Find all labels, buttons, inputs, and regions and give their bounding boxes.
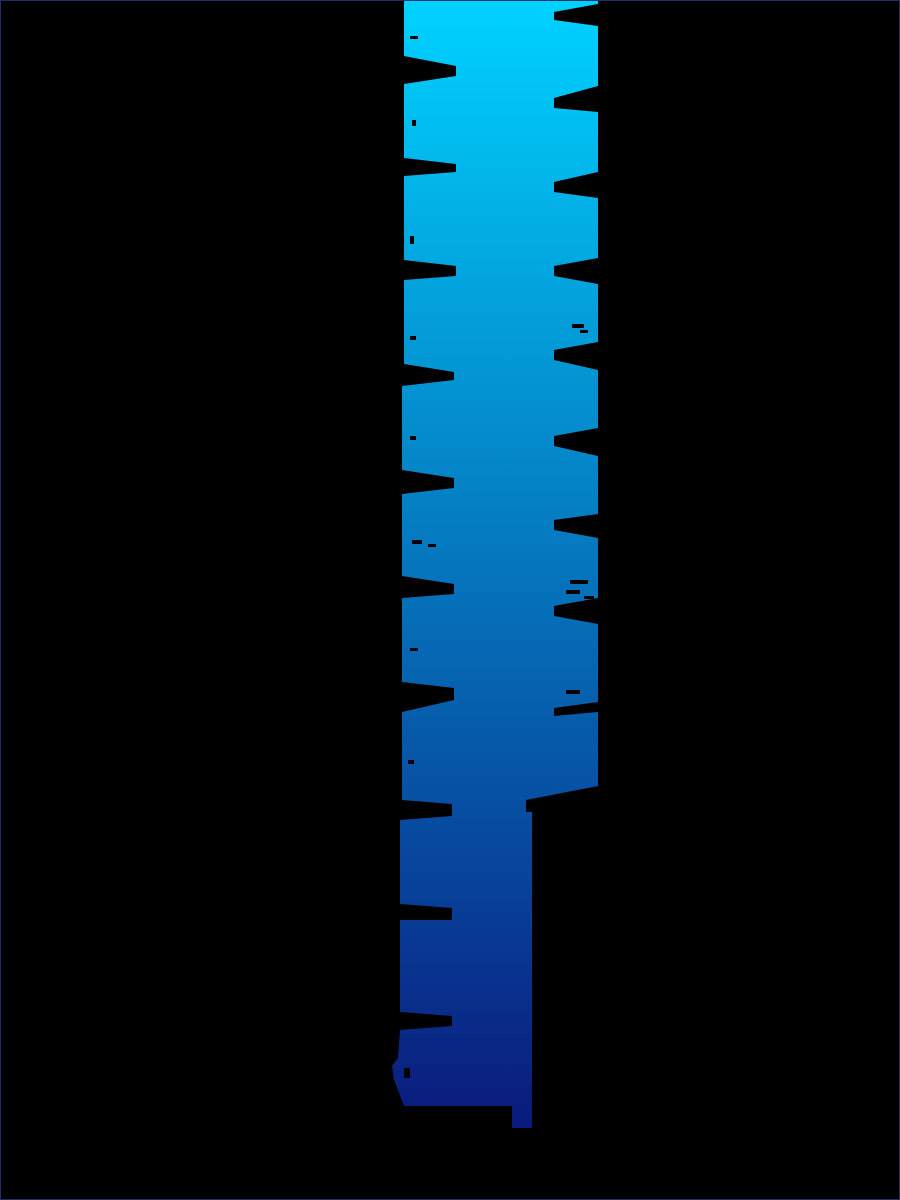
tower-silhouette	[392, 0, 598, 1128]
depth-noise-speckles	[404, 36, 594, 1114]
